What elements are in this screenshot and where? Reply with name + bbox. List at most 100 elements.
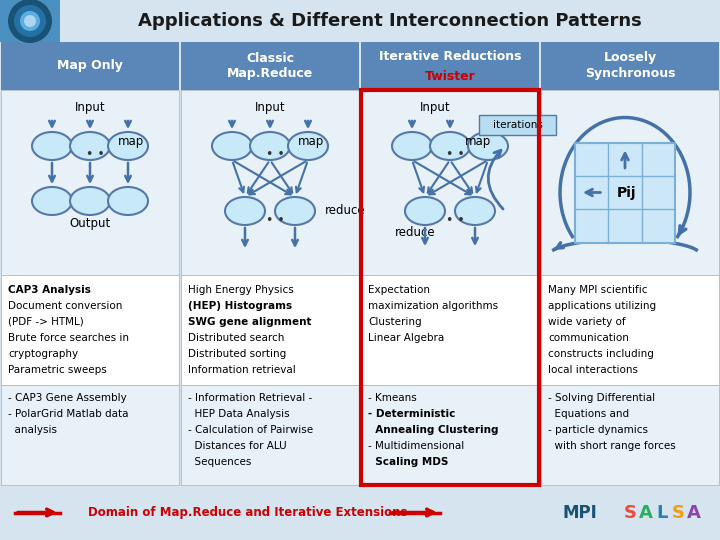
Text: Sequences: Sequences — [188, 457, 251, 467]
Ellipse shape — [250, 132, 290, 160]
Text: HEP Data Analysis: HEP Data Analysis — [188, 409, 289, 419]
Text: - Deterministic: - Deterministic — [368, 409, 455, 419]
Ellipse shape — [70, 187, 110, 215]
Text: Clustering: Clustering — [368, 317, 422, 327]
Bar — [361, 90, 539, 485]
Text: (PDF -> HTML): (PDF -> HTML) — [8, 317, 84, 327]
Bar — [361, 42, 539, 90]
Text: - Kmeans: - Kmeans — [368, 393, 417, 403]
Text: A: A — [639, 503, 653, 522]
Text: CAP3 Analysis: CAP3 Analysis — [8, 285, 91, 295]
Ellipse shape — [405, 197, 445, 225]
Text: Scaling MDS: Scaling MDS — [368, 457, 449, 467]
Bar — [575, 143, 675, 242]
Bar — [181, 275, 359, 385]
Text: Expectation: Expectation — [368, 285, 430, 295]
FancyBboxPatch shape — [479, 115, 556, 135]
Text: Distributed sorting: Distributed sorting — [188, 349, 287, 359]
Text: - CAP3 Gene Assembly: - CAP3 Gene Assembly — [8, 393, 127, 403]
Text: • •: • • — [266, 147, 284, 160]
Circle shape — [20, 11, 40, 31]
Text: Output: Output — [69, 217, 111, 230]
Text: Input: Input — [420, 102, 450, 114]
Bar — [1, 90, 179, 275]
Bar — [1, 385, 179, 485]
Text: Synchronous: Synchronous — [585, 68, 675, 80]
Text: MPI: MPI — [562, 503, 598, 522]
Text: map: map — [118, 134, 144, 147]
Text: Map.Reduce: Map.Reduce — [227, 68, 313, 80]
Text: wide variety of: wide variety of — [548, 317, 626, 327]
Text: with short range forces: with short range forces — [548, 441, 676, 451]
Text: Equations and: Equations and — [548, 409, 629, 419]
Text: • •: • • — [446, 147, 464, 160]
Ellipse shape — [70, 132, 110, 160]
Ellipse shape — [32, 187, 72, 215]
Text: Input: Input — [75, 102, 105, 114]
Ellipse shape — [225, 197, 265, 225]
Circle shape — [14, 5, 46, 37]
Text: cryptography: cryptography — [8, 349, 78, 359]
Bar — [0, 0, 720, 42]
Circle shape — [8, 0, 52, 43]
Text: Pij: Pij — [617, 186, 636, 199]
Ellipse shape — [212, 132, 252, 160]
Bar — [541, 90, 719, 275]
Text: map: map — [298, 134, 324, 147]
Text: • •: • • — [86, 147, 104, 160]
Bar — [541, 275, 719, 385]
Text: constructs including: constructs including — [548, 349, 654, 359]
Bar — [361, 275, 539, 385]
Ellipse shape — [275, 197, 315, 225]
Text: SWG gene alignment: SWG gene alignment — [188, 317, 312, 327]
Bar — [361, 90, 539, 275]
Text: local interactions: local interactions — [548, 365, 638, 375]
Text: • •: • • — [266, 214, 284, 227]
Text: analysis: analysis — [8, 425, 57, 435]
Text: Domain of Map.Reduce and Iterative Extensions: Domain of Map.Reduce and Iterative Exten… — [89, 506, 408, 519]
Text: S: S — [672, 503, 685, 522]
Text: - Solving Differential: - Solving Differential — [548, 393, 655, 403]
Text: L: L — [657, 503, 667, 522]
Text: Map Only: Map Only — [57, 59, 123, 72]
Text: reduce: reduce — [395, 226, 436, 240]
Text: Annealing Clustering: Annealing Clustering — [368, 425, 498, 435]
Bar — [0, 0, 60, 42]
Text: Classic: Classic — [246, 51, 294, 64]
Text: Iterative Reductions: Iterative Reductions — [379, 50, 521, 63]
Text: map: map — [465, 134, 491, 147]
Text: Distances for ALU: Distances for ALU — [188, 441, 287, 451]
Text: Applications & Different Interconnection Patterns: Applications & Different Interconnection… — [138, 12, 642, 30]
Text: Twister: Twister — [425, 70, 475, 83]
Bar — [181, 385, 359, 485]
Text: Linear Algebra: Linear Algebra — [368, 333, 444, 343]
Bar — [1, 42, 179, 90]
Text: maximization algorithms: maximization algorithms — [368, 301, 498, 311]
Text: High Energy Physics: High Energy Physics — [188, 285, 294, 295]
Bar — [541, 385, 719, 485]
Ellipse shape — [288, 132, 328, 160]
Text: S: S — [624, 503, 636, 522]
Text: A: A — [687, 503, 701, 522]
Bar — [181, 90, 359, 275]
Ellipse shape — [392, 132, 432, 160]
Text: - Multidimensional: - Multidimensional — [368, 441, 464, 451]
Bar — [541, 42, 719, 90]
Text: Loosely: Loosely — [603, 51, 657, 64]
Text: applications utilizing: applications utilizing — [548, 301, 656, 311]
Text: Brute force searches in: Brute force searches in — [8, 333, 129, 343]
Text: Document conversion: Document conversion — [8, 301, 122, 311]
Text: - PolarGrid Matlab data: - PolarGrid Matlab data — [8, 409, 128, 419]
Text: iterations: iterations — [492, 120, 542, 130]
Ellipse shape — [468, 132, 508, 160]
Ellipse shape — [430, 132, 470, 160]
Text: • •: • • — [446, 214, 464, 227]
Text: Distributed search: Distributed search — [188, 333, 284, 343]
Ellipse shape — [32, 132, 72, 160]
Text: Information retrieval: Information retrieval — [188, 365, 296, 375]
Text: (HEP) Histograms: (HEP) Histograms — [188, 301, 292, 311]
Text: Input: Input — [255, 102, 285, 114]
Text: Many MPI scientific: Many MPI scientific — [548, 285, 647, 295]
Bar — [1, 275, 179, 385]
Bar — [361, 385, 539, 485]
